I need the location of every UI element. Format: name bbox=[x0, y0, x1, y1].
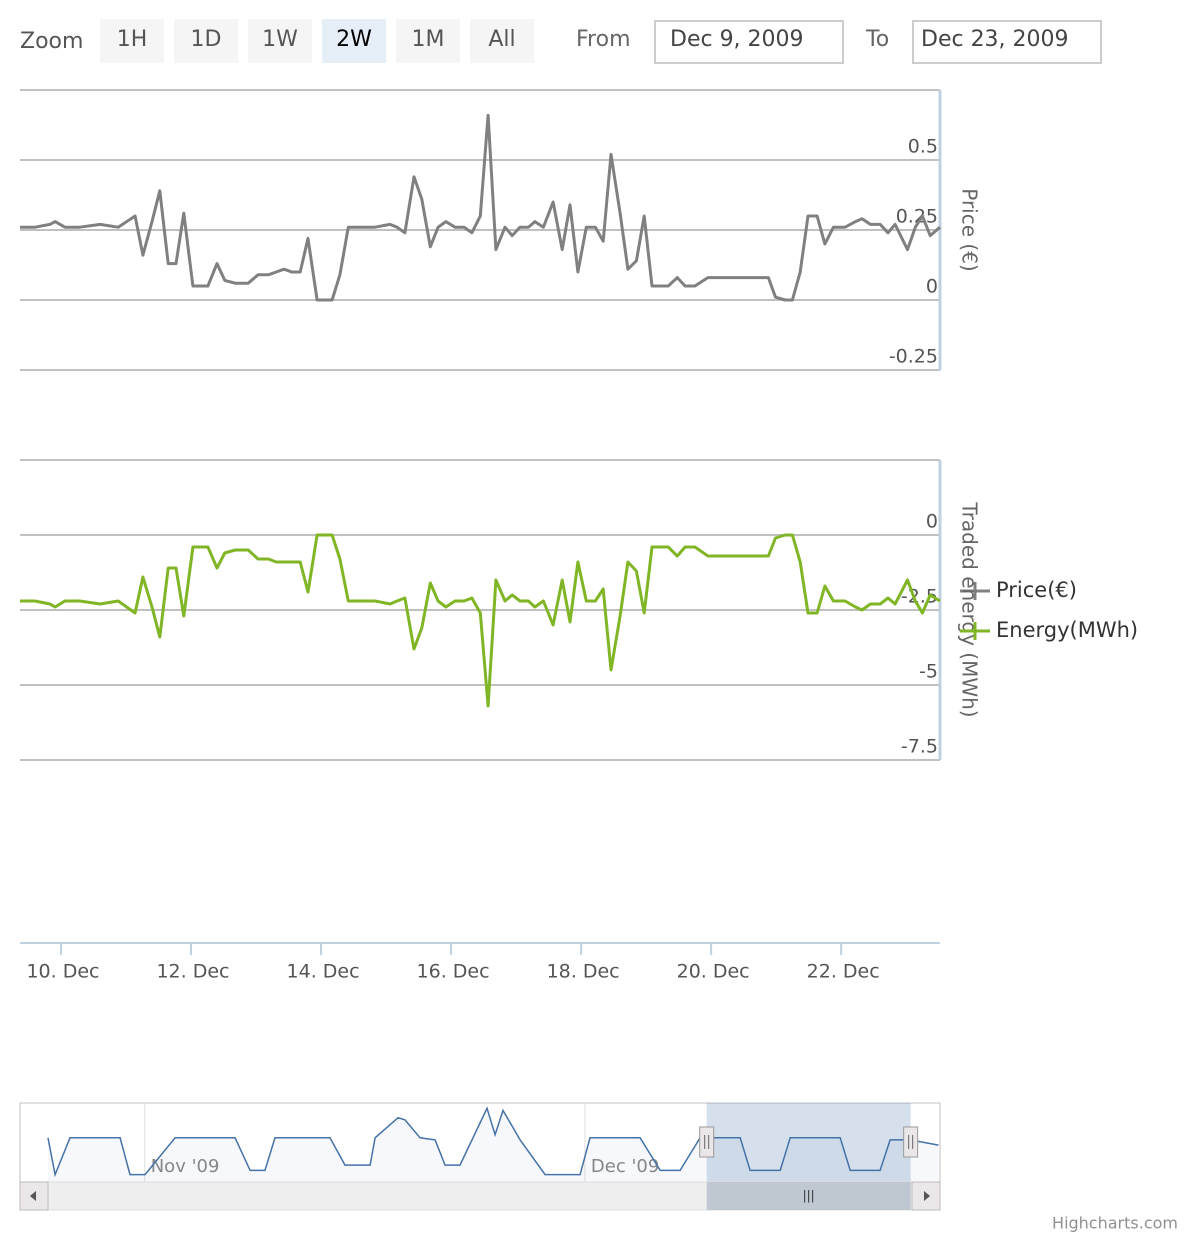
navigator-handle-grip bbox=[908, 1135, 914, 1149]
y-axis-title: Traded energy (MWh) bbox=[958, 501, 982, 717]
y-tick-label: 0.25 bbox=[896, 206, 938, 228]
y-tick-label: -0.25 bbox=[889, 346, 938, 368]
navigator-tick-label: Nov '09 bbox=[151, 1156, 220, 1177]
x-tick-label: 14. Dec bbox=[287, 961, 360, 983]
legend-label[interactable]: Energy(MWh) bbox=[996, 618, 1138, 642]
y-tick-label: -5 bbox=[919, 661, 938, 683]
legend-label[interactable]: Price(€) bbox=[996, 578, 1077, 602]
zoom-button[interactable] bbox=[100, 19, 164, 63]
from-value[interactable]: Dec 9, 2009 bbox=[670, 27, 804, 52]
from-input[interactable] bbox=[654, 20, 844, 64]
navigator-handle[interactable] bbox=[699, 1126, 715, 1158]
scrollbar-left-arrow bbox=[30, 1191, 36, 1201]
navigator-area bbox=[48, 1108, 939, 1182]
navigator-line bbox=[47, 1106, 939, 1178]
to-label: To bbox=[865, 27, 889, 52]
navigator-selection[interactable] bbox=[706, 1103, 911, 1182]
x-tick-label: 20. Dec bbox=[677, 961, 750, 983]
x-tick-label: 18. Dec bbox=[547, 961, 620, 983]
zoom-button-label[interactable]: All bbox=[488, 27, 515, 52]
zoom-button[interactable] bbox=[174, 19, 238, 63]
zoom-button[interactable] bbox=[396, 19, 460, 63]
zoom-button-label[interactable]: 1D bbox=[191, 27, 222, 52]
from-label: From bbox=[576, 27, 631, 52]
navigator-bg bbox=[19, 1102, 941, 1183]
series-line bbox=[20, 533, 941, 708]
scrollbar-thumb[interactable] bbox=[706, 1182, 911, 1210]
zoom-button-label[interactable]: 1W bbox=[262, 27, 298, 52]
scrollbar-right-arrow bbox=[924, 1191, 930, 1201]
zoom-button[interactable] bbox=[470, 19, 534, 63]
y-tick-label: 0 bbox=[926, 511, 938, 533]
to-value[interactable]: Dec 23, 2009 bbox=[921, 27, 1069, 52]
y-axis-title: Price (€) bbox=[958, 188, 982, 271]
to-input[interactable] bbox=[912, 20, 1102, 64]
scrollbar-grip: ||| bbox=[803, 1189, 815, 1203]
zoom-button-label[interactable]: 1H bbox=[117, 27, 148, 52]
navigator-tick-label: Dec '09 bbox=[591, 1156, 659, 1177]
navigator-handle-grip bbox=[704, 1135, 710, 1149]
zoom-button-label[interactable]: 2W bbox=[336, 27, 372, 52]
y-tick-label: -7.5 bbox=[901, 736, 938, 758]
zoom-button-label[interactable]: 1M bbox=[412, 27, 445, 52]
x-tick-label: 10. Dec bbox=[26, 961, 99, 983]
series-line bbox=[20, 113, 941, 302]
credits[interactable]: Highcharts.com bbox=[1052, 1214, 1178, 1233]
x-tick-label: 16. Dec bbox=[417, 961, 490, 983]
x-tick-label: 22. Dec bbox=[807, 961, 880, 983]
zoom-button[interactable] bbox=[322, 19, 386, 63]
y-tick-label: 0.5 bbox=[908, 136, 938, 158]
navigator-handle[interactable] bbox=[903, 1126, 919, 1158]
x-tick-label: 12. Dec bbox=[156, 961, 229, 983]
zoom-label: Zoom bbox=[20, 29, 83, 54]
zoom-button[interactable] bbox=[248, 19, 312, 63]
y-tick-label: 0 bbox=[926, 276, 938, 298]
